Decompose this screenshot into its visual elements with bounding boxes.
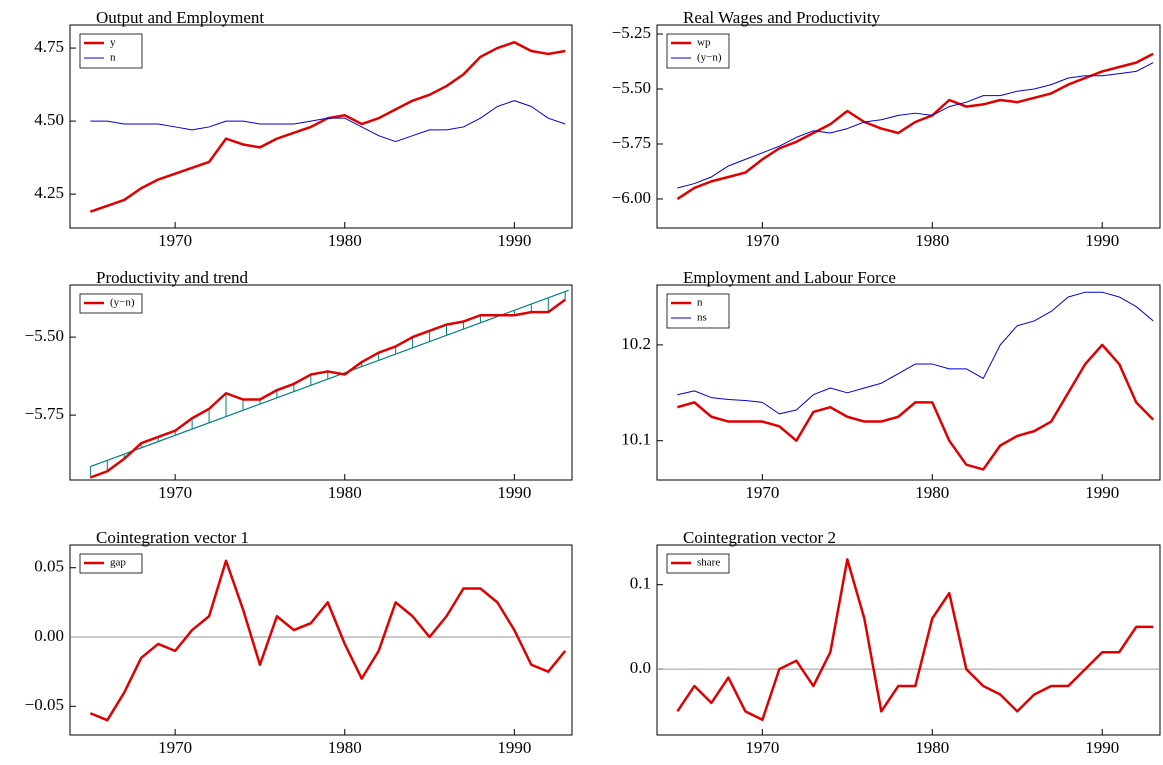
panel: Cointegration vector 1 1970 1980 1990 −0.05 0…: [25, 528, 573, 757]
y-tick-label: −6.00: [612, 188, 651, 207]
x-tick-label: 1970: [158, 483, 192, 502]
plot-frame: [656, 284, 1161, 481]
series-line: [89, 40, 566, 213]
y-tick-label: −0.05: [25, 695, 64, 714]
x-tick-label: 1990: [497, 483, 531, 502]
x-tick-label: 1980: [328, 231, 362, 250]
y-tick-label: −5.50: [612, 78, 651, 97]
series-line: [90, 100, 566, 143]
legend-label: share: [697, 557, 720, 569]
y-tick-label: 0.0: [630, 658, 651, 677]
panel-title: Employment and Labour Force: [683, 268, 896, 287]
x-tick-label: 1970: [745, 483, 779, 502]
panel-title: Output and Employment: [96, 8, 264, 27]
panel-title: Real Wages and Productivity: [683, 8, 881, 27]
y-tick-label: 0.00: [34, 626, 64, 645]
legend-label: n: [110, 52, 116, 64]
series-line: [89, 559, 567, 722]
x-tick-label: 1970: [745, 231, 779, 250]
legend-label: (y−n): [110, 297, 135, 309]
x-tick-label: 1980: [915, 231, 949, 250]
x-tick-label: 1980: [328, 483, 362, 502]
series-line: [676, 558, 1154, 722]
y-tick-label: 4.50: [34, 110, 64, 129]
y-tick-label: −5.75: [612, 133, 651, 152]
legend-box: [666, 33, 730, 69]
legend-box: [666, 553, 730, 574]
legend-label: ns: [697, 312, 707, 324]
legend-label: n: [697, 297, 703, 309]
y-tick-label: 4.25: [34, 183, 64, 202]
x-tick-label: 1970: [158, 738, 192, 757]
legend-box: [79, 33, 143, 69]
x-tick-label: 1970: [158, 231, 192, 250]
y-tick-label: 0.05: [34, 557, 64, 576]
panel: Cointegration vector 2 1970 1980 1990 0.0 0.1…: [630, 528, 1161, 757]
plot-frame: [69, 284, 573, 481]
x-tick-label: 1980: [915, 483, 949, 502]
x-tick-label: 1990: [497, 231, 531, 250]
y-tick-label: 0.1: [630, 574, 651, 593]
panel: Productivity and trend 1970 1980 1990 −5.75 −…: [25, 268, 573, 502]
x-tick-label: 1970: [745, 738, 779, 757]
plot-frame: [69, 24, 573, 229]
legend-box: [79, 553, 143, 574]
x-tick-label: 1980: [328, 738, 362, 757]
legend-box: [79, 293, 143, 314]
plot-frame: [656, 544, 1161, 736]
y-tick-label: −5.25: [612, 23, 651, 42]
x-tick-label: 1990: [1085, 483, 1119, 502]
y-tick-label: 10.2: [621, 334, 651, 353]
legend-label: gap: [110, 557, 126, 569]
legend-box: [666, 293, 730, 329]
series-line: [677, 291, 1154, 415]
y-tick-label: 10.1: [621, 430, 651, 449]
series-line: [89, 298, 566, 479]
y-tick-label: 4.75: [34, 37, 64, 56]
panel: Output and Employment 1970 1980 1990 4.25 4.5…: [34, 8, 573, 250]
series-line: [676, 52, 1154, 201]
x-tick-label: 1990: [1085, 738, 1119, 757]
panel: Employment and Labour Force 1970 1980 1990 1…: [621, 268, 1161, 502]
series-line: [677, 62, 1154, 189]
plot-frame: [69, 544, 573, 736]
legend-label: (y−n): [697, 52, 722, 64]
plot-frame: [656, 24, 1161, 229]
legend-label: y: [110, 37, 116, 49]
panel: Real Wages and Productivity 1970 1980 1990 −…: [612, 8, 1161, 250]
legend-label: wp: [697, 37, 711, 49]
x-tick-label: 1990: [497, 738, 531, 757]
panel-title: Productivity and trend: [96, 268, 249, 287]
panel-title: Cointegration vector 2: [683, 528, 836, 547]
x-tick-label: 1980: [915, 738, 949, 757]
series-line: [677, 343, 1155, 471]
y-tick-label: −5.75: [25, 404, 64, 423]
x-tick-label: 1990: [1085, 231, 1119, 250]
panel-title: Cointegration vector 1: [96, 528, 249, 547]
y-tick-label: −5.50: [25, 326, 64, 345]
trend-line: [90, 289, 569, 468]
